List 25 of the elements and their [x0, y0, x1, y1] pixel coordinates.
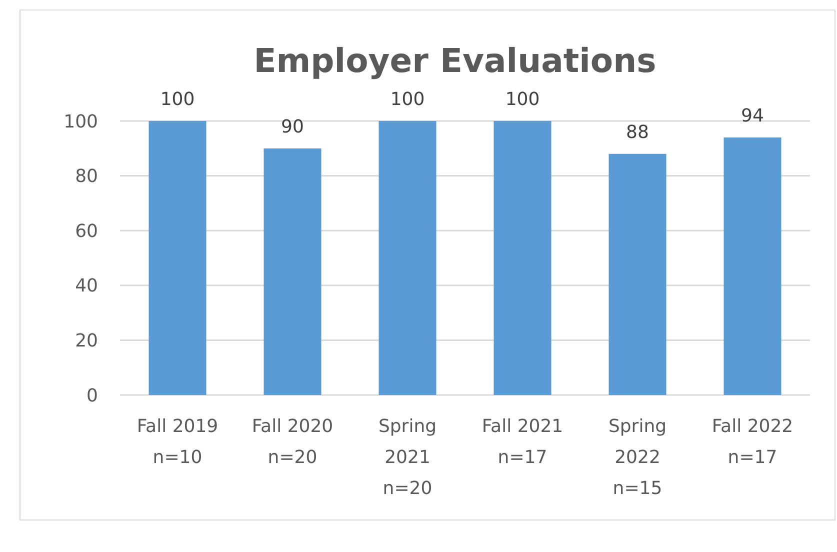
data-label: 100	[390, 89, 425, 110]
x-tick-label: Fall 2021 n=17	[482, 416, 564, 468]
bar	[608, 154, 666, 395]
data-label: 90	[281, 116, 304, 138]
bar	[494, 121, 552, 395]
x-tick-label: Spring 2022 n=15	[608, 416, 667, 499]
x-tick-label: Fall 2019 n=10	[136, 416, 218, 468]
y-tick-label: 20	[75, 330, 98, 352]
y-tick-label: 80	[75, 166, 98, 188]
data-label: 100	[505, 89, 540, 110]
y-tick-label: 100	[64, 111, 98, 132]
x-tick-label: Fall 2020 n=20	[252, 416, 334, 468]
x-tick-label: Spring 2021 n=20	[378, 416, 437, 499]
y-tick-label: 60	[75, 220, 98, 242]
bar	[264, 148, 322, 395]
data-label: 94	[741, 105, 764, 126]
data-label: 100	[160, 89, 195, 110]
y-tick-label: 40	[75, 276, 98, 297]
y-tick-label: 0	[86, 385, 98, 406]
data-label: 88	[626, 122, 649, 143]
bar	[724, 137, 782, 395]
x-tick-label: Fall 2022 n=17	[712, 416, 794, 468]
bar	[378, 121, 436, 395]
chart-title: Employer Evaluations	[254, 41, 656, 80]
bar	[148, 121, 206, 395]
